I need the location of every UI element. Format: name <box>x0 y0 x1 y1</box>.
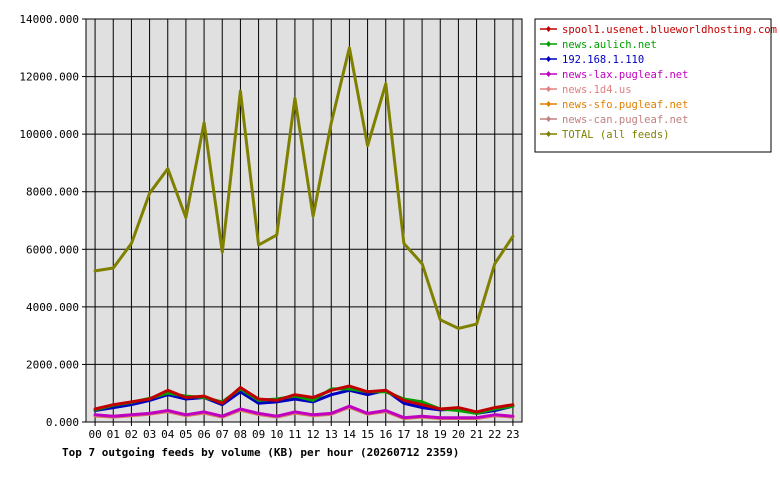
x-tick-label: 22 <box>488 428 501 441</box>
x-tick-label: 09 <box>252 428 265 441</box>
series-line <box>93 404 515 420</box>
series-lines <box>93 46 515 420</box>
x-tick-label: 14 <box>343 428 357 441</box>
x-tick-label: 17 <box>397 428 410 441</box>
x-tick-label: 05 <box>179 428 192 441</box>
series-line <box>93 46 515 330</box>
x-tick-label: 07 <box>216 428 229 441</box>
legend-box <box>534 18 772 153</box>
legend: spool1.usenet.blueworldhosting.com news.a… <box>540 24 777 141</box>
legend-label: 192.168.1.110 <box>562 54 644 66</box>
x-tick-label: 18 <box>415 428 428 441</box>
legend-label: news-can.pugleaf.net <box>562 114 688 126</box>
x-tick-label: 02 <box>125 428 138 441</box>
legend-marker <box>546 26 551 32</box>
x-tick-label: 20 <box>452 428 465 441</box>
y-tick-label: 4000.000 <box>26 301 79 314</box>
y-tick-label: 0.000 <box>46 416 79 429</box>
legend-marker <box>546 41 551 47</box>
x-tick-label: 16 <box>379 428 392 441</box>
x-tick-label: 23 <box>506 428 519 441</box>
y-tick-label: 12000.000 <box>19 71 79 84</box>
x-tick-label: 10 <box>270 428 283 441</box>
x-tick-label: 13 <box>325 428 338 441</box>
x-tick-label: 06 <box>197 428 210 441</box>
x-tick-label: 03 <box>143 428 156 441</box>
legend-marker <box>546 131 551 137</box>
chart-title: Top 7 outgoing feeds by volume (KB) per … <box>62 446 459 459</box>
y-tick-label: 2000.000 <box>26 358 79 371</box>
x-tick-label: 01 <box>107 428 120 441</box>
legend-label: spool1.usenet.blueworldhosting.com <box>562 24 777 36</box>
legend-label: TOTAL (all feeds) <box>562 129 669 141</box>
x-tick-label: 08 <box>234 428 247 441</box>
x-tick-label: 15 <box>361 428 374 441</box>
legend-label: news.1d4.us <box>562 84 632 96</box>
legend-marker <box>546 116 551 122</box>
legend-label: news-sfo.pugleaf.net <box>562 99 688 111</box>
legend-marker <box>546 101 551 107</box>
x-tick-label: 00 <box>88 428 101 441</box>
x-tick-label: 21 <box>470 428 483 441</box>
legend-marker <box>546 86 551 92</box>
x-tick-label: 19 <box>434 428 447 441</box>
legend-label: news.aulich.net <box>562 39 657 51</box>
series-line <box>93 384 515 414</box>
legend-marker <box>546 71 551 77</box>
y-tick-label: 14000.000 <box>19 13 79 26</box>
x-tick-label: 11 <box>288 428 301 441</box>
x-axis-ticks: 00 01 02 03 04 05 06 07 08 09 10 11 12 13 14 15 16 17 18 19… <box>88 422 520 441</box>
grid <box>86 18 522 423</box>
x-tick-label: 12 <box>306 428 319 441</box>
plot-border <box>85 18 523 423</box>
y-tick-label: 10000.000 <box>19 128 79 141</box>
y-tick-label: 6000.000 <box>26 243 79 256</box>
legend-label: news-lax.pugleaf.net <box>562 69 688 81</box>
plot-background <box>86 19 522 422</box>
y-tick-label: 8000.000 <box>26 186 79 199</box>
y-axis-ticks: 0.000 2000.000 4000.000 6000.000 8000.000 100… <box>19 13 86 429</box>
x-tick-label: 04 <box>161 428 175 441</box>
legend-marker <box>546 56 551 62</box>
